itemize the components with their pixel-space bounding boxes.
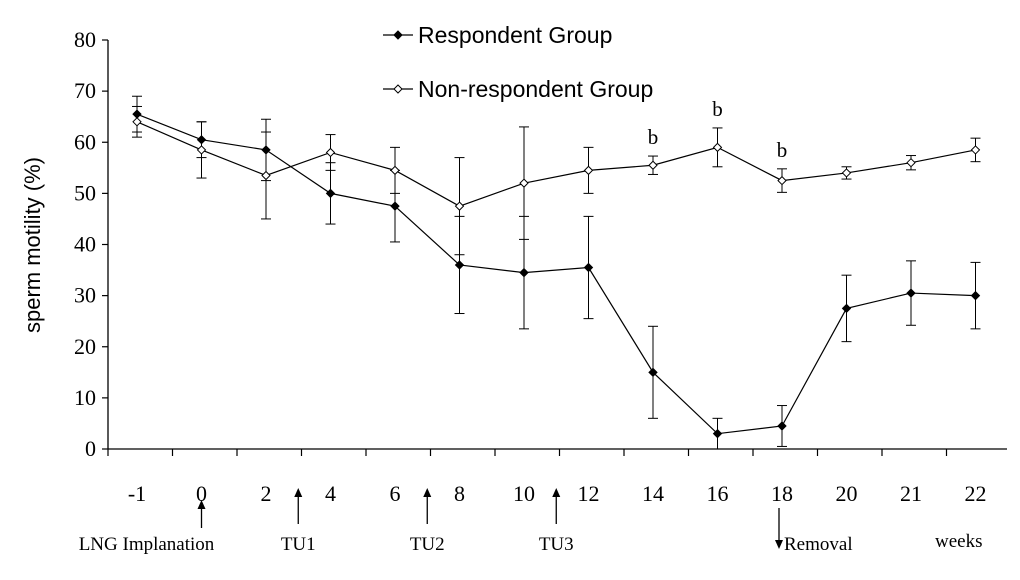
- data-point-non-respondent: [583, 165, 594, 176]
- x-tick-label: 16: [707, 481, 729, 506]
- data-point-non-respondent: [648, 160, 658, 170]
- data-point-respondent: [390, 201, 400, 211]
- data-point-respondent: [906, 288, 916, 298]
- legend-marker-respondent: [393, 30, 403, 40]
- data-point-respondent: [454, 260, 465, 270]
- y-tick-label: 0: [85, 436, 96, 461]
- annotation-arrow-head: [197, 500, 206, 509]
- x-tick-label: 14: [642, 481, 664, 506]
- y-tick-label: 40: [74, 232, 96, 257]
- annotation-arrow-head: [423, 488, 432, 497]
- data-point-respondent: [325, 188, 336, 199]
- x-tick-label: 12: [578, 481, 600, 506]
- data-point-non-respondent: [454, 201, 465, 211]
- data-point-respondent: [583, 262, 594, 273]
- significance-label: b: [712, 97, 723, 121]
- data-point-respondent: [132, 109, 142, 119]
- y-tick-label: 30: [74, 283, 96, 308]
- data-point-non-respondent: [261, 170, 271, 181]
- annotation-arrow-head: [294, 488, 303, 497]
- data-point-non-respondent: [906, 157, 916, 168]
- x-tick-label: 22: [965, 481, 987, 506]
- x-tick-label: 10: [513, 481, 535, 506]
- data-point-non-respondent: [777, 175, 787, 186]
- series-markers: [132, 109, 981, 439]
- data-point-non-respondent: [196, 145, 207, 155]
- x-unit-label: weeks: [935, 531, 982, 552]
- x-tick-label: 21: [900, 481, 922, 506]
- x-tick-label: 18: [771, 481, 793, 506]
- x-tick-label: 0: [196, 481, 207, 506]
- y-tick-label: 70: [74, 78, 96, 103]
- data-point-non-respondent: [390, 165, 400, 176]
- x-tick-label: -1: [128, 481, 146, 506]
- data-point-respondent: [648, 367, 658, 378]
- legend-label-respondent: Respondent Group: [418, 22, 612, 48]
- legend-marker-non-respondent: [393, 84, 403, 94]
- annotation-label: LNG Implanation: [79, 534, 215, 555]
- annotation-arrow-head: [552, 488, 561, 497]
- data-point-respondent: [841, 303, 852, 314]
- x-tick-label: 8: [454, 481, 465, 506]
- y-tick-label: 20: [74, 334, 96, 359]
- y-tick-label: 80: [74, 27, 96, 52]
- data-point-non-respondent: [841, 168, 852, 178]
- data-point-non-respondent: [132, 117, 142, 127]
- annotations: LNG Implanation TU1 TU2 TU3 Removal: [79, 488, 853, 555]
- y-tick-label: 60: [74, 129, 96, 154]
- series-line-respondent: [136, 113, 976, 435]
- significance-label: b: [777, 138, 788, 162]
- annotation-label: TU3: [539, 534, 574, 555]
- annotation-arrow-head: [775, 540, 783, 549]
- x-tick-label: 4: [325, 481, 336, 506]
- y-tick-label: 10: [74, 385, 96, 410]
- series-line-non-respondent: [136, 121, 976, 207]
- y-axis-label: sperm motility (%): [20, 157, 45, 333]
- data-point-non-respondent: [970, 145, 981, 155]
- data-point-non-respondent: [712, 142, 723, 153]
- data-point-respondent: [777, 421, 787, 431]
- data-point-non-respondent: [519, 178, 529, 188]
- axes: 0 10 20 30 40 50 60 70 80 -1 0 2 4 6 8 10 12 14 16 18 20 21 22: [74, 27, 1007, 506]
- annotation-label: Removal: [784, 534, 853, 555]
- data-point-respondent: [519, 267, 529, 278]
- data-point-respondent: [261, 145, 271, 155]
- significance-markers: b b b: [648, 97, 788, 162]
- x-tick-label: 6: [390, 481, 401, 506]
- series-lines: [136, 113, 976, 435]
- x-tick-label: 20: [836, 481, 858, 506]
- annotation-label: TU1: [281, 534, 316, 555]
- annotation-label: TU2: [410, 534, 445, 555]
- data-point-respondent: [196, 134, 207, 145]
- data-point-respondent: [970, 290, 981, 301]
- legend-label-non-respondent: Non-respondent Group: [418, 76, 653, 102]
- y-tick-label: 50: [74, 180, 96, 205]
- data-point-non-respondent: [325, 147, 336, 158]
- data-point-respondent: [712, 428, 723, 439]
- x-tick-label: 2: [261, 481, 272, 506]
- significance-label: b: [648, 125, 659, 149]
- legend: Respondent Group Non-respondent Group: [383, 22, 653, 102]
